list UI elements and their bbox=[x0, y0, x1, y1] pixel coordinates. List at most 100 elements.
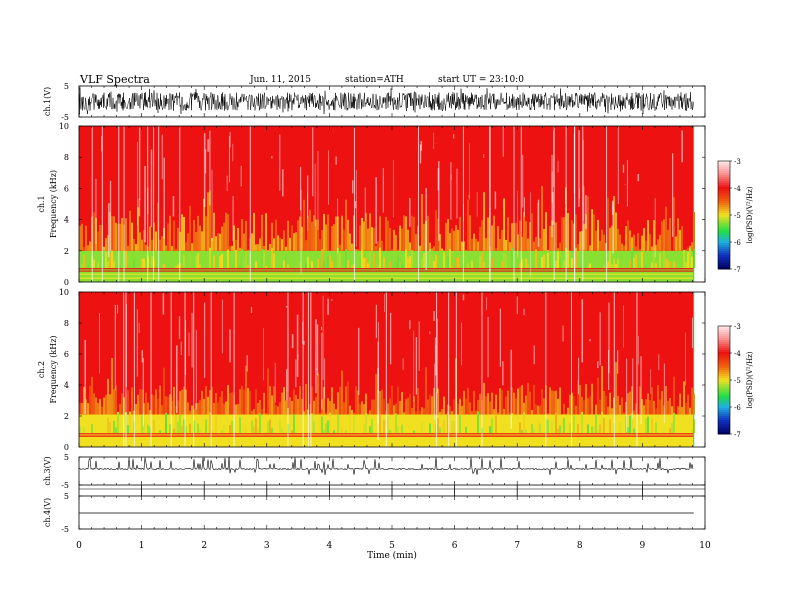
spectral-column bbox=[163, 264, 165, 268]
spectral-column bbox=[239, 266, 241, 268]
spectral-column bbox=[505, 396, 507, 415]
spectral-column bbox=[419, 410, 421, 415]
spectral-column bbox=[429, 242, 431, 251]
spectral-column bbox=[523, 412, 525, 434]
spectral-column bbox=[441, 248, 443, 251]
spectral-column bbox=[113, 420, 115, 434]
spectral-column bbox=[395, 262, 397, 268]
colorbar-swatch bbox=[718, 195, 730, 198]
spectral-column bbox=[367, 263, 369, 268]
spectral-column bbox=[581, 396, 583, 415]
spectral-column bbox=[571, 258, 573, 268]
spectral-column bbox=[247, 265, 249, 268]
spectral-column bbox=[491, 418, 493, 434]
spectral-column bbox=[605, 243, 607, 251]
spectral-column bbox=[245, 251, 247, 268]
spectral-column bbox=[645, 399, 647, 415]
spectral-column bbox=[587, 196, 589, 251]
spectral-column bbox=[447, 218, 449, 251]
spectral-column bbox=[549, 387, 551, 415]
colorbar-swatch bbox=[718, 336, 730, 339]
spectral-column bbox=[631, 237, 633, 251]
spectral-column bbox=[89, 385, 91, 415]
spectral-column bbox=[435, 210, 437, 251]
spectral-column bbox=[325, 224, 327, 251]
spectral-column bbox=[681, 226, 683, 251]
spectral-column bbox=[397, 425, 399, 434]
spectral-column bbox=[527, 238, 529, 251]
spectral-column bbox=[383, 257, 385, 268]
spectral-column bbox=[409, 242, 411, 251]
colorbar-swatch bbox=[718, 175, 730, 178]
spectral-column bbox=[415, 411, 417, 415]
colorbar-swatch bbox=[718, 326, 730, 329]
spectral-column bbox=[391, 385, 393, 415]
spectral-column bbox=[379, 247, 381, 268]
colorbar-swatch bbox=[718, 233, 730, 236]
colorbar-swatch bbox=[718, 181, 730, 184]
spectral-column bbox=[395, 413, 397, 434]
ch2-colorbar: -3 -4 -5 -6 -7 log(PSD)(V²/Hz) bbox=[717, 323, 754, 439]
spectral-column bbox=[293, 414, 295, 434]
spectral-column bbox=[471, 411, 473, 415]
spectral-column bbox=[229, 393, 231, 415]
spectral-column bbox=[143, 421, 145, 434]
spectral-column bbox=[141, 389, 143, 415]
spectral-column bbox=[311, 221, 313, 251]
spectral-column bbox=[255, 261, 257, 268]
spectral-column bbox=[541, 185, 543, 251]
spectral-column bbox=[505, 239, 507, 251]
spectral-column bbox=[363, 258, 365, 268]
spectral-column bbox=[399, 261, 401, 268]
spectral-column bbox=[157, 202, 159, 251]
spectral-column bbox=[501, 230, 503, 251]
spectral-column bbox=[621, 243, 623, 251]
spectral-column bbox=[547, 249, 549, 251]
spectral-column bbox=[203, 198, 205, 251]
spectral-column bbox=[289, 422, 291, 434]
spectral-column bbox=[163, 367, 165, 415]
spectral-column bbox=[435, 424, 437, 434]
spectral-column bbox=[289, 397, 291, 415]
x-tick-label: 1 bbox=[139, 541, 145, 551]
colorbar-swatch bbox=[718, 352, 730, 355]
spectral-column bbox=[107, 378, 109, 415]
spectral-column bbox=[323, 261, 325, 268]
spectral-column bbox=[487, 265, 489, 268]
spectral-column bbox=[457, 403, 459, 415]
spectral-column bbox=[421, 407, 423, 415]
colorbar-swatch bbox=[718, 384, 730, 387]
spectral-column bbox=[133, 238, 135, 251]
spectral-column bbox=[429, 394, 431, 415]
spectral-column bbox=[221, 430, 223, 434]
colorbar-swatch bbox=[718, 380, 730, 383]
spectral-column bbox=[571, 392, 573, 415]
spectral-column bbox=[125, 250, 127, 268]
spectral-column bbox=[587, 424, 589, 434]
spectral-column bbox=[337, 248, 339, 268]
spectral-column bbox=[369, 426, 371, 434]
spectral-column bbox=[599, 399, 601, 415]
spectral-column bbox=[361, 217, 363, 251]
spectral-column bbox=[161, 405, 163, 415]
spectral-column bbox=[279, 418, 281, 434]
x-tick-label: 8 bbox=[577, 541, 583, 551]
spectral-column bbox=[541, 256, 543, 268]
spectral-column bbox=[633, 234, 635, 251]
spectral-column bbox=[439, 234, 441, 251]
spectral-column bbox=[113, 216, 115, 251]
spectral-column bbox=[431, 248, 433, 251]
spectral-column bbox=[405, 249, 407, 268]
spectral-column bbox=[253, 426, 255, 434]
spectral-column bbox=[147, 402, 149, 415]
spectral-column bbox=[343, 229, 345, 251]
spectral-column bbox=[293, 389, 295, 415]
spectral-column bbox=[183, 386, 185, 415]
spectral-column bbox=[623, 412, 625, 415]
colorbar-swatch bbox=[718, 169, 730, 172]
spectral-column bbox=[495, 394, 497, 415]
spectral-column bbox=[107, 261, 109, 268]
spectral-column bbox=[155, 231, 157, 251]
spectral-column bbox=[271, 395, 273, 415]
spectral-column bbox=[173, 428, 175, 434]
